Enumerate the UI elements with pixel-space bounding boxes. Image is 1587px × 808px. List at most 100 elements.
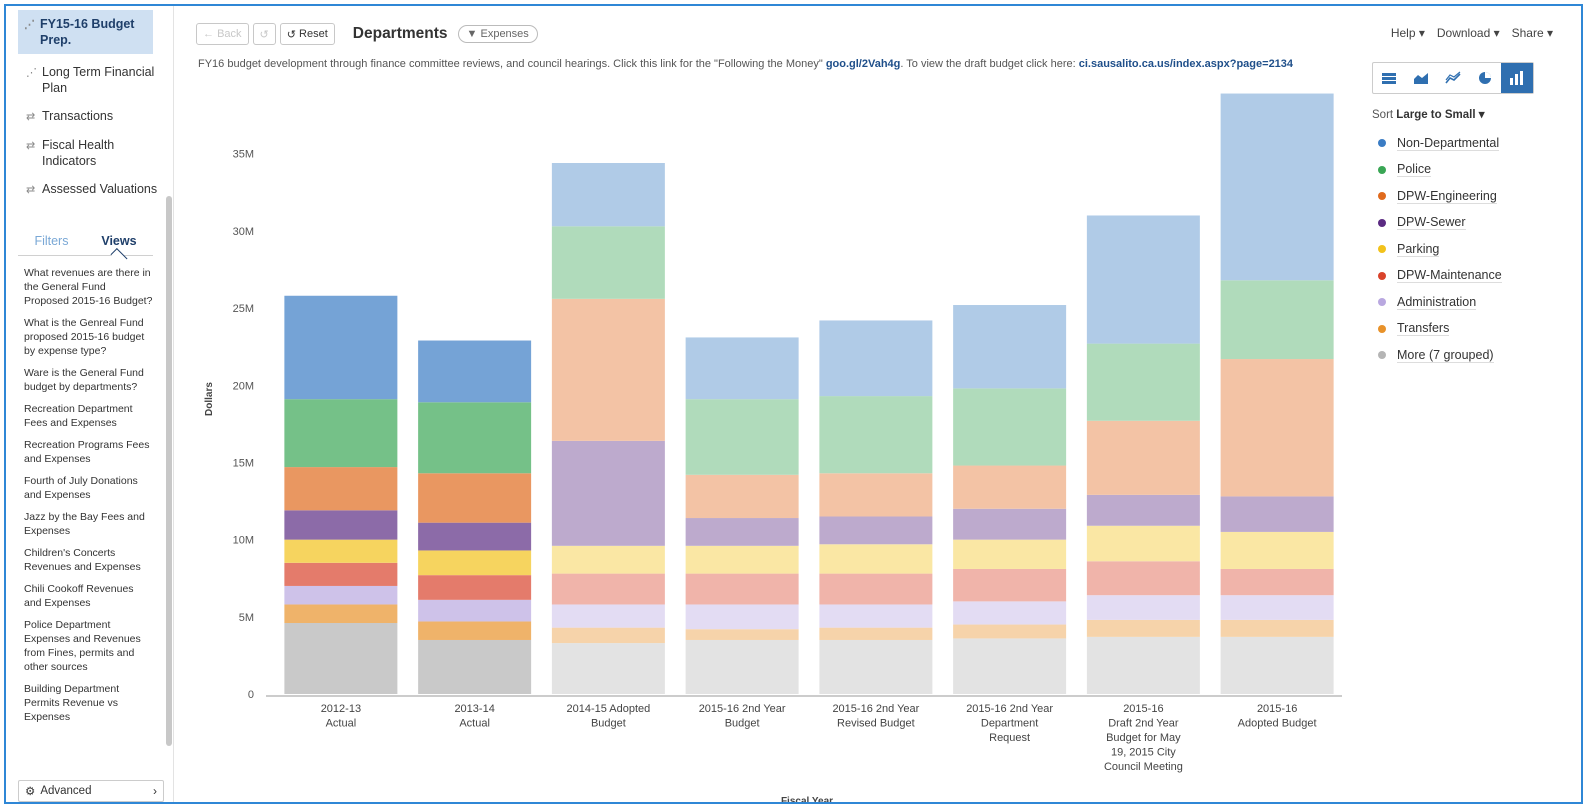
bar-segment [685,518,799,546]
saved-view-item[interactable]: What revenues are there in the General F… [24,267,153,307]
sidebar-item-1[interactable]: ⋰ Long Term Financial Plan [18,58,173,102]
legend-item[interactable]: Non-Departmental [1378,130,1502,157]
y-tick-label: 15M [233,457,254,469]
bar-chart-icon[interactable] [1501,63,1533,93]
sidebar-item-label: Assessed Valuations [42,182,158,196]
sidebar-item-4[interactable]: ⇄ Assessed Valuations [18,175,173,204]
x-tick-label: 19, 2015 City [1111,747,1176,759]
tab-views[interactable]: Views [101,228,136,255]
description-text: FY16 budget development through finance … [198,58,826,70]
help-menu[interactable]: Help ▾ [1390,26,1425,40]
transfer-arrows-icon: ⇄ [26,184,36,196]
saved-view-item[interactable]: Recreation Programs Fees and Expenses [24,439,150,465]
bar-segment [953,508,1067,540]
saved-view-item[interactable]: Jazz by the Bay Fees and Expenses [24,511,145,537]
undo-icon: ↺ [259,28,269,41]
x-tick-label: 2015-16 2nd Year [699,703,786,715]
advanced-label: Advanced [40,785,92,797]
legend-item[interactable]: DPW-Maintenance [1378,263,1502,290]
legend-item[interactable]: Transfers [1378,316,1502,343]
legend-item[interactable]: DPW-Sewer [1378,210,1502,237]
bar-segment [284,604,398,623]
app-window: ⋰ FY15-16 Budget Prep. ⋰ Long Term Financia… [4,4,1583,804]
bar-segment [418,599,532,622]
reset-button[interactable]: ↺ Reset [279,23,335,45]
legend-item[interactable]: Parking [1378,236,1502,263]
bar-segment [418,550,532,576]
bar-segment [1220,280,1334,360]
bar-segment [418,402,532,474]
bar-segment [284,622,398,694]
bar-segment [1086,494,1200,526]
sidebar-scrollbar[interactable] [166,196,172,746]
x-tick-label: Actual [326,718,357,730]
sidebar-item-3[interactable]: ⇄ Fiscal Health Indicators [18,131,173,175]
sidebar-item-label: Fiscal Health Indicators [42,138,115,168]
filter-pill[interactable]: ▼ Expenses [457,25,538,43]
legend-item[interactable]: Administration [1378,289,1502,316]
legend-swatch [1378,218,1386,227]
saved-view-item[interactable]: Chili Cookoff Revenues and Expenses [24,583,134,609]
line-chart-icon[interactable] [1437,63,1469,93]
arrow-left-icon: ← [203,28,218,40]
saved-view-item[interactable]: Fourth of July Donations and Expenses [24,475,138,501]
saved-view-item[interactable]: Building Department Permits Revenue vs E… [24,683,120,723]
sort-label: Sort [1372,109,1394,121]
saved-view-item[interactable]: Recreation Department Fees and Expenses [24,403,133,429]
bar-segment [819,604,933,628]
legend-label: Non-Departmental [1397,135,1500,151]
sidebar-item-label: Long Term Financial Plan [42,65,155,95]
share-menu[interactable]: Share ▾ [1511,26,1553,40]
back-button[interactable]: ← Back [196,23,249,45]
bar-segment [685,639,799,694]
sidebar: ⋰ FY15-16 Budget Prep. ⋰ Long Term Financia… [6,6,174,802]
legend-swatch [1378,192,1386,201]
advanced-button[interactable]: ⚙ Advanced › [18,780,164,802]
saved-view-item[interactable]: Ware is the General Fund budget by depar… [24,367,144,393]
x-tick-label: Draft 2nd Year [1108,718,1179,730]
bar-segment [819,320,933,397]
y-tick-label: 30M [233,226,254,238]
pie-chart-icon[interactable] [1469,63,1501,93]
trend-line-icon: ⋰ [26,67,37,79]
x-tick-label: Department [981,718,1038,730]
bar-segment [1220,531,1334,569]
sidebar-item-0[interactable]: ⋰ FY15-16 Budget Prep. [18,10,153,54]
bar-segment [953,388,1067,466]
saved-view-item[interactable]: Police Department Expenses and Revenues … [24,619,141,673]
x-tick-label: 2014-15 Adopted [566,703,650,715]
bar-segment [284,539,398,563]
legend-item[interactable]: Police [1378,157,1502,184]
saved-view-item[interactable]: Children's Concerts Revenues and Expense… [24,547,141,573]
legend-label: Transfers [1397,321,1450,337]
bar-segment [551,545,665,574]
saved-view-item[interactable]: What is the Genreal Fund proposed 2015-1… [24,317,145,357]
bar-segment [284,295,398,400]
bar-segment [1220,619,1334,637]
bar-segment [953,465,1067,509]
stacked-area-chart-icon[interactable] [1373,63,1405,93]
sort-control[interactable]: Sort Large to Small ▾ [1372,107,1485,121]
draft-budget-link[interactable]: ci.sausalito.ca.us/index.aspx?page=2134 [1078,58,1294,70]
legend-label: Parking [1397,241,1440,257]
legend-item[interactable]: DPW-Engineering [1378,183,1502,210]
legend-swatch [1378,271,1386,280]
undo-button[interactable]: ↺ [252,23,276,45]
bar-segment [284,467,398,511]
bar-segment [953,539,1067,569]
x-tick-label: Budget for May [1106,732,1181,744]
sidebar-item-2[interactable]: ⇄ Transactions [18,102,173,131]
bar-segment [418,621,532,640]
bar-segment [1220,496,1334,532]
legend-label: DPW-Sewer [1397,215,1466,231]
tab-filters[interactable]: Filters [34,234,69,248]
saved-views-list: What revenues are there in the General F… [24,266,153,724]
bar-segment [819,516,933,545]
x-tick-label: 2012-13 [321,703,361,715]
download-menu[interactable]: Download ▾ [1436,26,1500,40]
area-chart-icon[interactable] [1405,63,1437,93]
y-tick-label: 5M [239,612,254,624]
legend-item[interactable]: More (7 grouped) [1378,342,1502,369]
following-money-link[interactable]: goo.gl/2Vah4g [825,58,901,70]
x-tick-label: Actual [459,718,490,730]
